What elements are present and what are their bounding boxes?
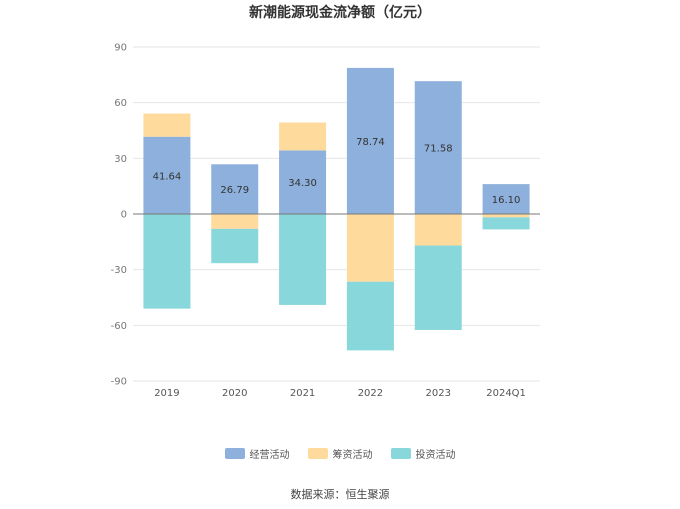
bar-segment <box>346 281 394 351</box>
x-tick-label: 2023 <box>426 388 451 399</box>
legend-item-operating[interactable]: 经营活动 <box>224 446 290 461</box>
x-tick-label: 2020 <box>222 388 247 399</box>
bar-segment <box>482 184 530 214</box>
bar-segment <box>211 228 259 264</box>
bar-segment <box>211 214 259 229</box>
legend-label-operating: 经营活动 <box>249 450 290 461</box>
y-tick-label: 90 <box>114 43 127 54</box>
legend-label-financing: 筹资活动 <box>332 450 373 461</box>
bar-segment <box>279 122 327 151</box>
bar-segment <box>414 245 462 330</box>
legend-label-investing: 投资活动 <box>415 450 456 461</box>
bar-segment <box>482 217 530 230</box>
y-tick-label: 30 <box>114 154 127 165</box>
bar-segment <box>211 164 259 214</box>
bar-data-label: 71.58 <box>424 144 453 155</box>
y-tick-label: -60 <box>111 321 127 332</box>
legend-swatch-operating <box>224 448 245 459</box>
legend-item-financing[interactable]: 筹资活动 <box>307 446 373 461</box>
legend-item-investing[interactable]: 投资活动 <box>390 446 456 461</box>
x-tick-label: 2024Q1 <box>486 388 526 399</box>
chart-legend: 经营活动 筹资活动 投资活动 <box>0 446 680 461</box>
legend-swatch-financing <box>307 448 328 459</box>
y-tick-label: 0 <box>121 210 127 221</box>
legend-swatch-investing <box>390 448 411 459</box>
y-tick-label: -90 <box>111 377 127 388</box>
x-tick-label: 2019 <box>154 388 179 399</box>
bar-segment <box>279 214 327 305</box>
data-source-note: 数据来源：恒生聚源 <box>290 488 390 501</box>
bar-data-label: 78.74 <box>356 137 385 148</box>
bar-segment <box>414 81 462 214</box>
y-tick-label: 60 <box>114 98 127 109</box>
bar-segment <box>346 67 394 214</box>
bar-data-label: 26.79 <box>220 185 249 196</box>
bar-data-label: 16.10 <box>492 195 521 206</box>
bar-segment <box>143 214 191 309</box>
x-tick-label: 2022 <box>358 388 383 399</box>
x-tick-label: 2021 <box>290 388 315 399</box>
bar-data-label: 41.64 <box>153 171 182 182</box>
bar-segment <box>279 150 327 214</box>
bar-segment <box>482 214 530 218</box>
bar-segment <box>414 214 462 246</box>
bar-data-label: 34.30 <box>288 178 317 189</box>
bar-segment <box>346 214 394 282</box>
bar-segment <box>143 113 191 137</box>
y-tick-label: -30 <box>111 265 127 276</box>
bar-segment <box>143 136 191 214</box>
chart-title: 新潮能源现金流净额（亿元） <box>249 5 431 21</box>
